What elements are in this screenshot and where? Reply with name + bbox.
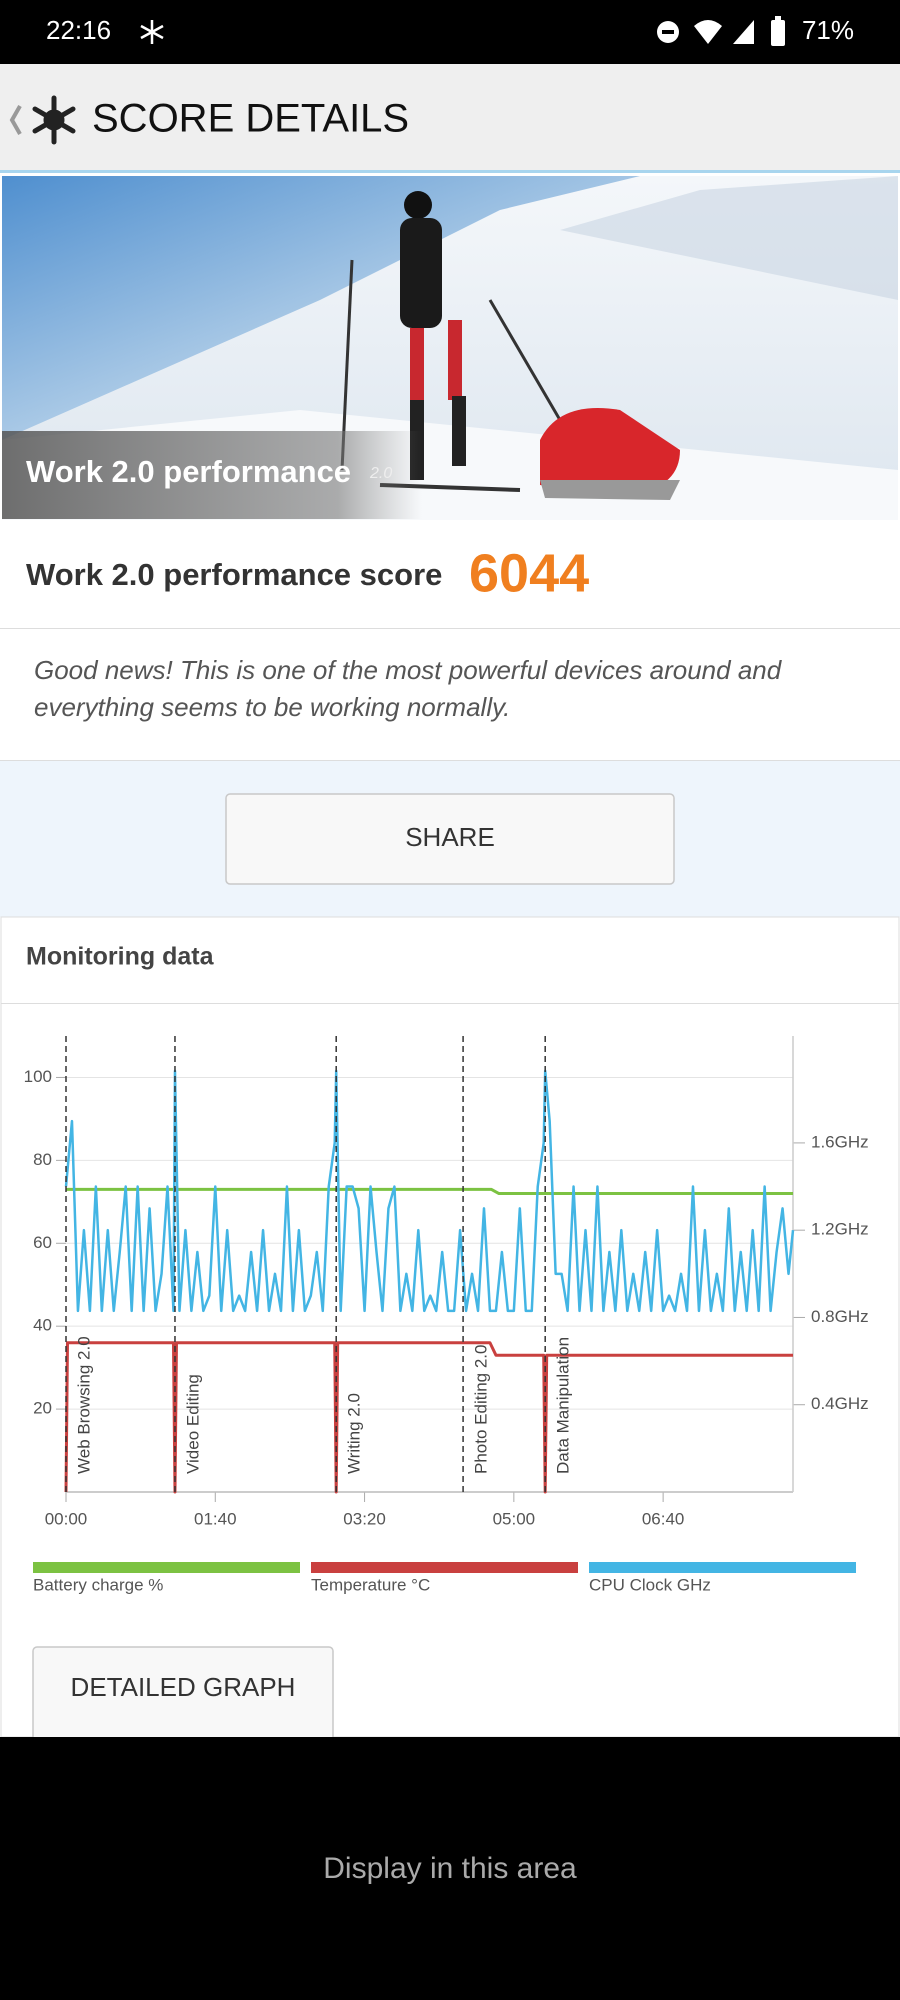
phase-label: Video Editing (183, 1374, 202, 1474)
phase-label: Data Manipulation (554, 1337, 573, 1474)
hero-ridge (560, 176, 898, 300)
legend-label: CPU Clock GHz (589, 1575, 711, 1594)
hero-caption-band (2, 431, 422, 519)
phase-label: Web Browsing 2.0 (74, 1336, 93, 1474)
y-tick-label: 60 (33, 1233, 52, 1252)
y2-tick-label: 1.2GHz (811, 1220, 869, 1239)
score-label: Work 2.0 performance score (26, 557, 442, 592)
monitoring-panel (0, 916, 900, 1738)
legend-swatch (33, 1562, 300, 1573)
battery-icon (771, 20, 785, 46)
hero-skier (340, 191, 680, 500)
status-time: 22:16 (46, 15, 111, 45)
x-tick-label: 03:20 (343, 1509, 386, 1528)
status-snow-icon (140, 20, 164, 44)
cutout-text: Display in this area (323, 1852, 577, 1885)
legend-label: Battery charge % (33, 1575, 163, 1594)
monitoring-title: Monitoring data (26, 943, 215, 971)
divider (0, 628, 900, 629)
wifi-icon (694, 20, 722, 44)
share-button[interactable] (225, 793, 675, 885)
cutout-area (0, 1737, 900, 2000)
legend-swatch (589, 1562, 856, 1573)
y2-tick-label: 1.6GHz (811, 1132, 869, 1151)
x-tick-label: 06:40 (642, 1509, 685, 1528)
signal-icon (733, 20, 754, 44)
legend-swatch (311, 1562, 578, 1573)
battery-percent: 71% (802, 15, 854, 45)
header-title: SCORE DETAILS (92, 97, 409, 141)
divider (0, 760, 900, 761)
score-value: 6044 (469, 543, 589, 603)
dnd-icon-bar (662, 30, 674, 34)
y2-tick-label: 0.4GHz (811, 1394, 869, 1413)
chart: 20 40 60 80 100 0.4GHz 0.8GHz 1.2GHz 1.6GHz 00:00… (24, 1036, 869, 1594)
y-tick-label: 80 (33, 1150, 52, 1169)
y-tick-label: 40 (33, 1316, 52, 1335)
description-line: Good news! This is one of the most power… (34, 655, 783, 685)
share-button-label: SHARE (405, 822, 495, 852)
x-tick-label: 05:00 (493, 1509, 536, 1528)
battery-tip (775, 16, 781, 21)
app-logo (32, 95, 76, 145)
header-divider (0, 170, 900, 173)
phase-label: Writing 2.0 (345, 1393, 364, 1474)
legend-label: Temperature °C (311, 1575, 430, 1594)
description-line: everything seems to be working normally. (34, 692, 510, 722)
hero-caption: Work 2.0 performance (26, 454, 351, 489)
x-tick-label: 00:00 (45, 1509, 88, 1528)
series-line (66, 1187, 793, 1196)
back-button[interactable] (9, 105, 22, 135)
app-header (0, 64, 900, 172)
status-bar (0, 0, 900, 64)
y-tick-label: 20 (33, 1399, 52, 1418)
y2-tick-label: 0.8GHz (811, 1307, 869, 1326)
y-tick-label: 100 (24, 1067, 52, 1086)
series-line (64, 1069, 795, 1313)
hero-badge: 2.0 (369, 465, 392, 482)
detailed-graph-label: DETAILED GRAPH (71, 1672, 296, 1702)
score-row (0, 520, 900, 628)
x-tick-label: 01:40 (194, 1509, 237, 1528)
divider (1, 1003, 899, 1004)
phase-label: Photo Editing 2.0 (472, 1345, 491, 1474)
